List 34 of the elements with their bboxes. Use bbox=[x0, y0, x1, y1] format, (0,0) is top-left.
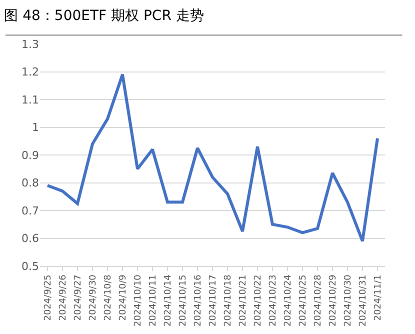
y-tick-label: 0.5 bbox=[22, 260, 39, 273]
x-tick-label: 2024/10/22 bbox=[253, 274, 264, 326]
y-tick-label: 1.1 bbox=[22, 93, 39, 106]
x-tick-label: 2024/9/26 bbox=[58, 274, 68, 321]
x-tick-label: 2024/10/30 bbox=[343, 274, 354, 326]
x-tick-label: 2024/9/25 bbox=[43, 274, 54, 321]
x-tick-label: 2024/10/8 bbox=[103, 274, 114, 321]
x-tick-label: 2024/10/14 bbox=[163, 274, 174, 326]
x-tick-label: 2024/10/15 bbox=[178, 274, 188, 326]
chart-title: 图 48：500ETF 期权 PCR 走势 bbox=[4, 8, 204, 24]
y-tick-label: 0.6 bbox=[22, 232, 39, 246]
y-tick-label: 0.7 bbox=[22, 204, 39, 218]
x-tick-label: 2024/11/1 bbox=[373, 274, 384, 321]
y-tick-label: 1 bbox=[32, 121, 39, 134]
line-series bbox=[46, 73, 379, 243]
y-tick-label: 0.8 bbox=[22, 176, 39, 190]
x-tick-label: 2024/10/11 bbox=[148, 274, 158, 326]
x-tick-label: 2024/10/21 bbox=[238, 274, 248, 326]
x-tick-label: 2024/10/10 bbox=[133, 274, 144, 326]
y-tick-label: 0.9 bbox=[22, 148, 39, 162]
y-tick-label: 1.2 bbox=[22, 66, 39, 79]
x-tick-label: 2024/10/29 bbox=[328, 274, 338, 326]
x-tick-label: 2024/9/27 bbox=[73, 274, 84, 321]
x-tick-label: 2024/10/17 bbox=[208, 274, 218, 326]
x-tick-label: 2024/10/28 bbox=[313, 274, 324, 326]
x-tick-label: 2024/10/23 bbox=[268, 274, 278, 326]
x-tick-label: 2024/10/16 bbox=[193, 274, 204, 326]
x-tick-label: 2024/10/18 bbox=[223, 274, 234, 326]
x-tick-label: 2024/10/25 bbox=[298, 274, 308, 326]
x-tick-label: 2024/10/9 bbox=[118, 274, 128, 321]
x-tick-label: 2024/10/24 bbox=[283, 274, 294, 326]
x-tick-label: 2024/10/31 bbox=[358, 274, 368, 326]
x-tick-label: 2024/9/30 bbox=[88, 274, 98, 321]
y-tick-label: 1.3 bbox=[22, 38, 39, 51]
